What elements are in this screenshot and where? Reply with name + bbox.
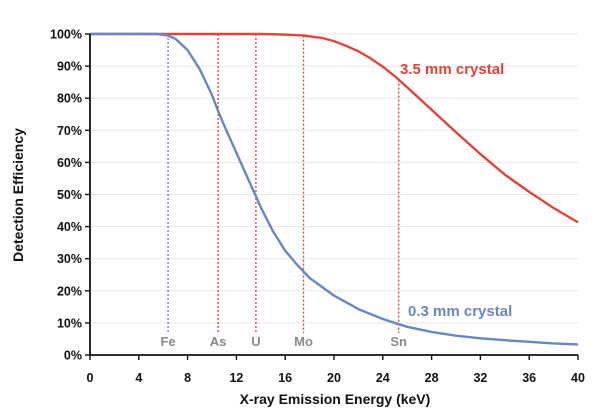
element-label-u: U xyxy=(251,334,260,349)
y-tick-label: 90% xyxy=(57,60,82,74)
y-tick-label: 30% xyxy=(57,252,82,266)
x-tick-label: 12 xyxy=(229,371,243,385)
x-tick-label: 36 xyxy=(522,371,536,385)
x-tick-label: 24 xyxy=(376,371,390,385)
y-axis-ticks: 0% 10% 20% 30% 40% 50% 60% 70% 80% 90% 100% xyxy=(50,28,90,363)
element-label-fe: Fe xyxy=(160,334,175,349)
series-lines xyxy=(90,32,579,346)
x-tick-label: 32 xyxy=(473,371,487,385)
element-label-sn: Sn xyxy=(390,334,407,349)
y-tick-label: 50% xyxy=(57,188,82,202)
x-axis-title: X-ray Emission Energy (keV) xyxy=(240,391,431,407)
y-tick-label: 40% xyxy=(57,220,82,234)
x-tick-label: 4 xyxy=(135,371,142,385)
horizontal-gridlines xyxy=(90,33,578,324)
x-tick-label: 28 xyxy=(425,371,439,385)
y-tick-label: 0% xyxy=(64,349,82,363)
y-tick-label: 70% xyxy=(57,124,82,138)
y-tick-label: 80% xyxy=(57,92,82,106)
x-axis-ticks: 0 4 8 12 16 20 24 28 32 36 40 xyxy=(87,355,585,385)
x-tick-label: 0 xyxy=(87,371,94,385)
x-tick-label: 8 xyxy=(184,371,191,385)
series-line-0.3mm xyxy=(90,32,579,346)
x-tick-label: 40 xyxy=(571,371,585,385)
x-tick-label: 16 xyxy=(278,371,292,385)
series-line-3.5mm xyxy=(90,32,579,224)
y-tick-label: 100% xyxy=(50,28,82,42)
y-tick-label: 10% xyxy=(57,316,82,330)
y-tick-label: 20% xyxy=(57,284,82,298)
element-label-mo: Mo xyxy=(294,334,313,349)
series-label-3.5mm: 3.5 mm crystal xyxy=(400,61,504,78)
y-tick-label: 60% xyxy=(57,156,82,170)
element-labels: Fe As U Mo Sn xyxy=(160,334,407,349)
y-axis-title: Detection Efficiency xyxy=(10,128,26,262)
element-reference-lines xyxy=(167,34,400,333)
element-label-as: As xyxy=(210,334,227,349)
series-label-0.3mm: 0.3 mm crystal xyxy=(408,303,512,320)
x-tick-label: 20 xyxy=(327,371,341,385)
